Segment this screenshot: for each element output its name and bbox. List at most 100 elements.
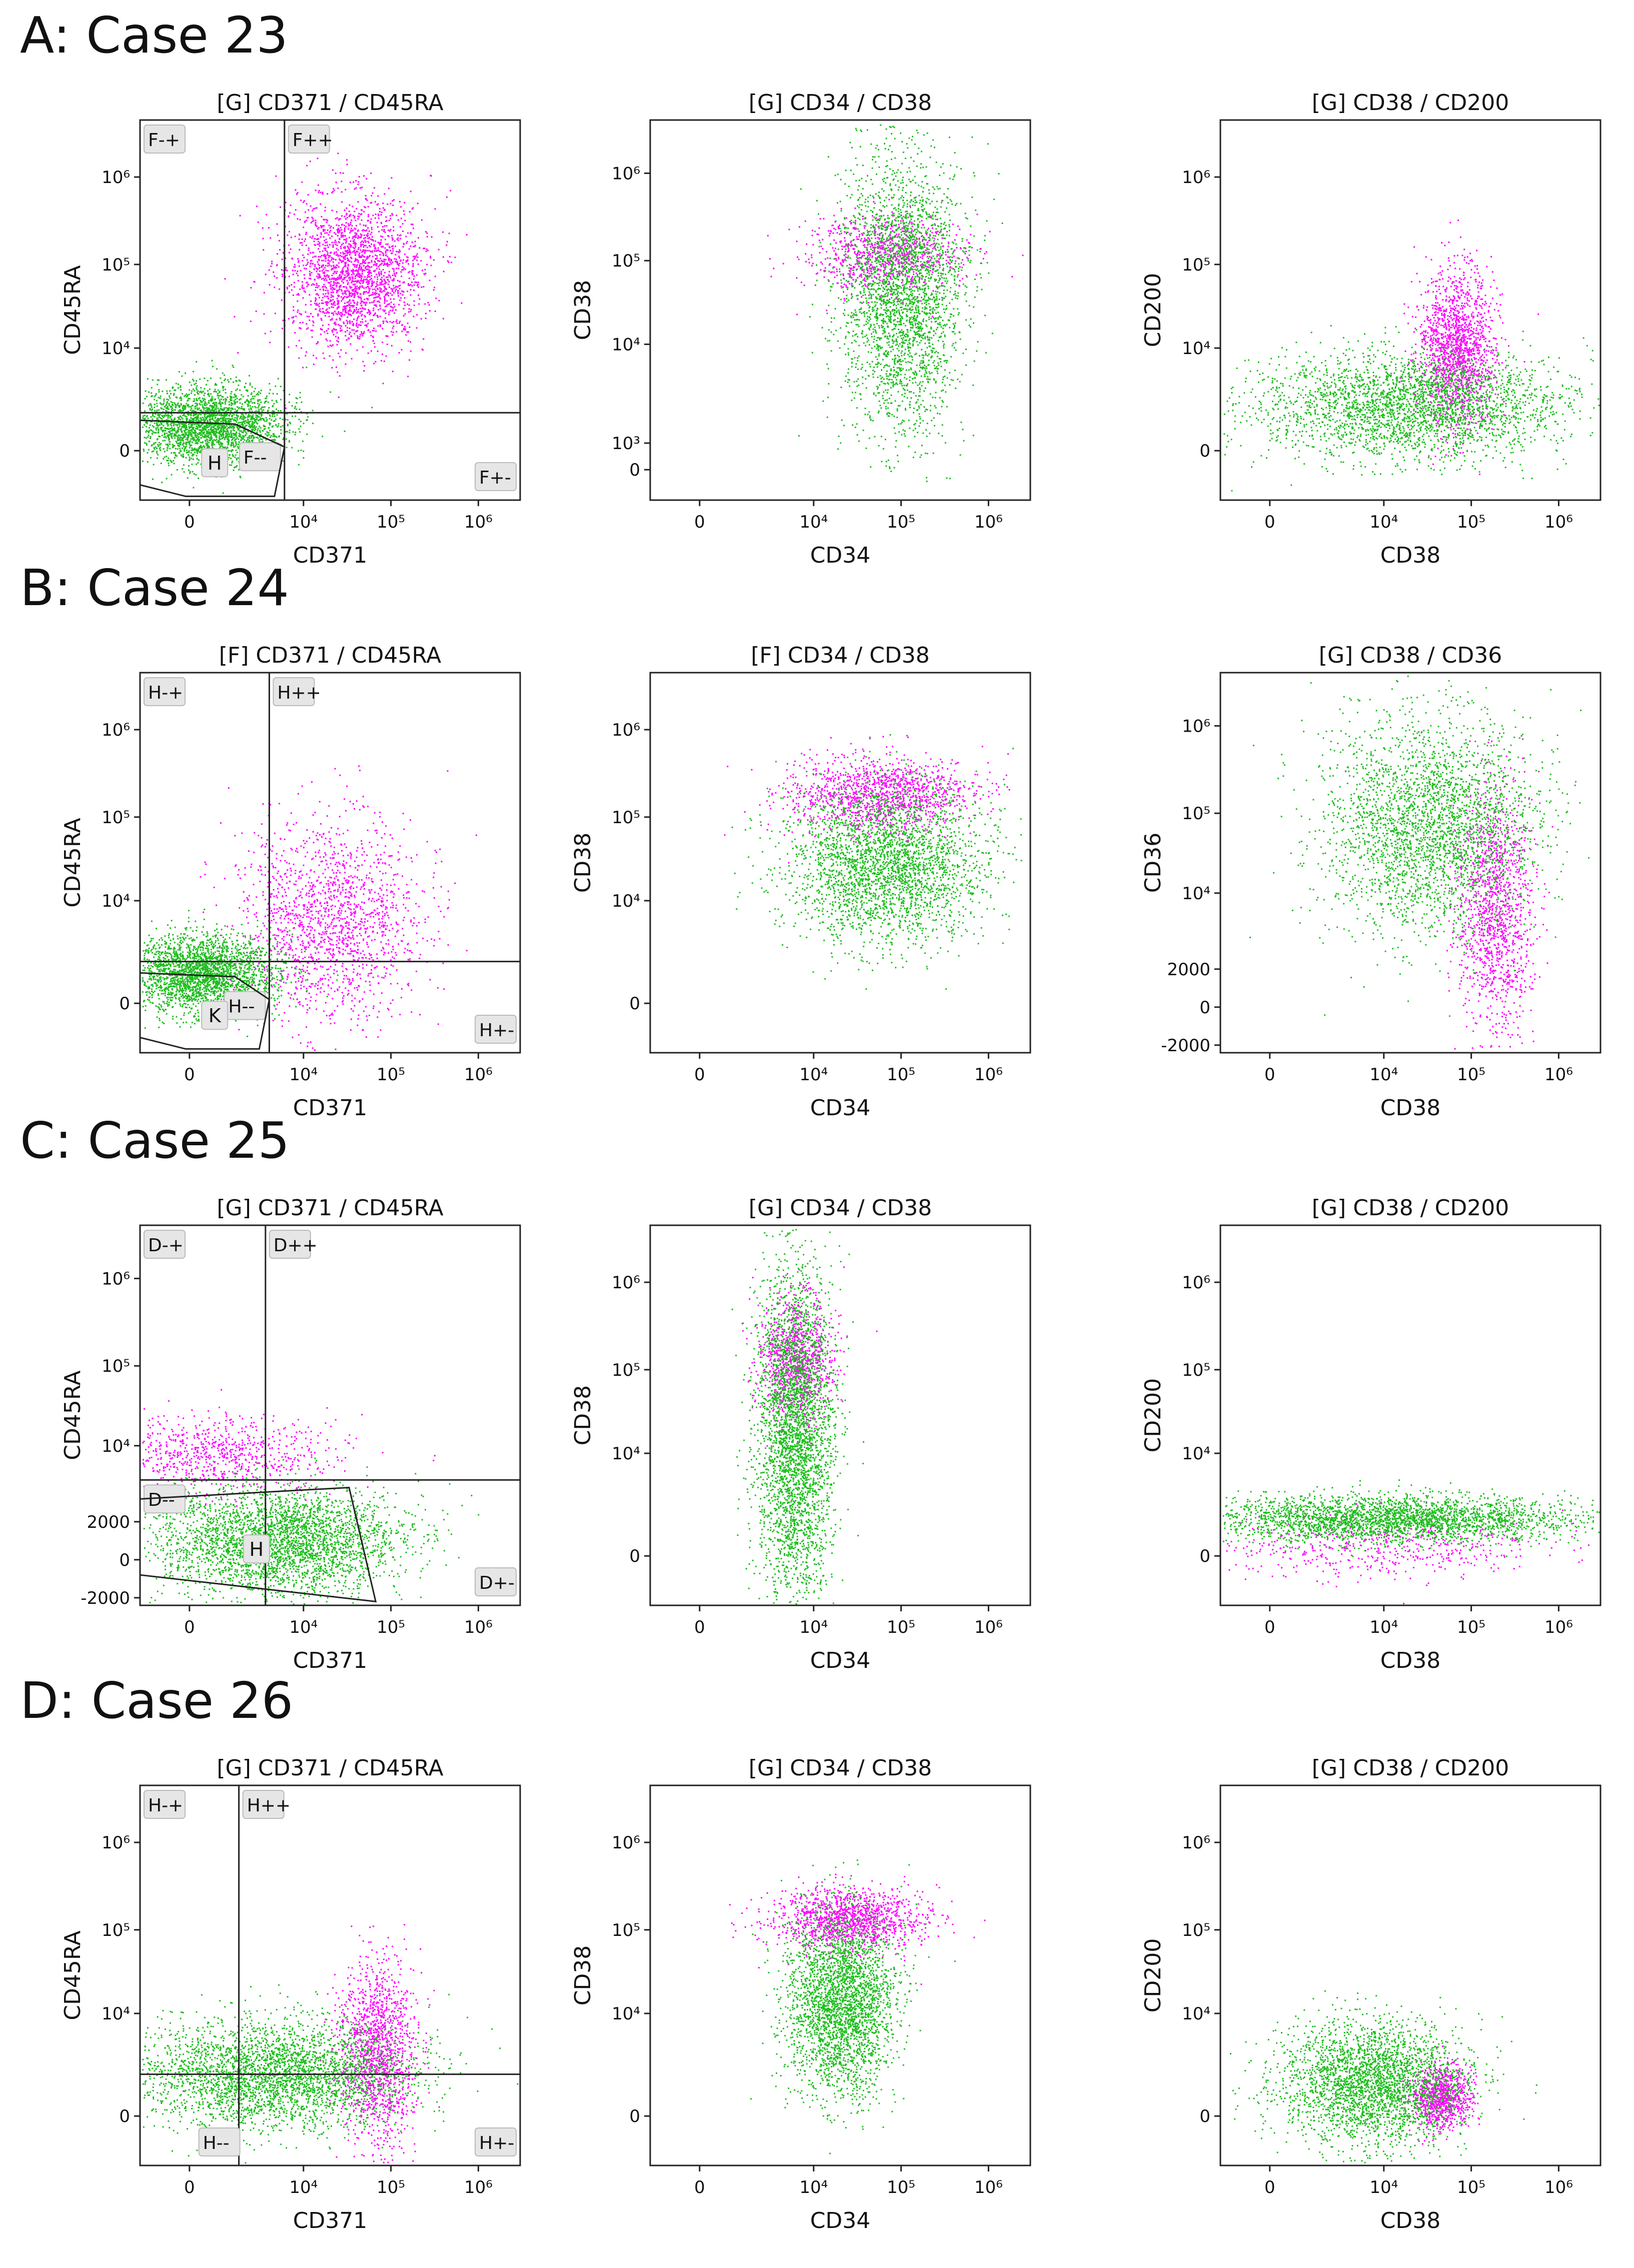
x-axis-label: CD38: [1380, 2208, 1441, 2233]
x-tick-label: 10⁵: [377, 1065, 405, 1085]
x-axis: 0 10⁴ 10⁵ 10⁶: [184, 2165, 493, 2197]
y-tick-label: 0: [1199, 1546, 1210, 1566]
scatter-plot: [G] CD371 / CD45RA 0 10⁴ 10⁵ 10⁶ CD371 0 10⁴ 10⁵…: [60, 90, 521, 568]
x-axis-label: CD34: [810, 2208, 871, 2233]
y-tick-label: 10⁵: [102, 255, 130, 275]
x-tick-label: 0: [1264, 1065, 1275, 1085]
plot-title: [F] CD34 / CD38: [751, 643, 930, 668]
quadrant-label: H+-: [479, 1020, 514, 1041]
x-tick-label: 10⁶: [1544, 1065, 1573, 1085]
population-green: [1249, 675, 1589, 1017]
x-tick-label: 0: [694, 512, 705, 532]
panel-row-4: D: Case 26 [G] CD371 / CD45RA 0 10⁴ 10⁵ 10⁶ CD…: [20, 1671, 1601, 2233]
quadrant-label-box: [475, 1567, 517, 1596]
plot-frame: [649, 1224, 1031, 1606]
x-axis: 0 10⁴ 10⁵ 10⁶: [1264, 1605, 1573, 1637]
y-tick-label: 0: [629, 460, 640, 480]
quadrant-label: F-+: [148, 130, 180, 151]
panel-label: B: Case 24: [20, 559, 289, 617]
x-tick-label: 10⁵: [377, 2177, 405, 2197]
population-green: [143, 1457, 480, 1605]
x-tick-label: 10⁶: [1544, 1617, 1573, 1637]
y-tick-label: 10⁵: [612, 808, 640, 828]
x-tick-label: 10⁴: [799, 2177, 828, 2197]
scatter-plot: [G] CD371 / CD45RA 0 10⁴ 10⁵ 10⁶ CD371 -2000 0 2…: [60, 1195, 521, 1673]
x-axis-label: CD34: [810, 1095, 871, 1121]
x-tick-label: 0: [1264, 2177, 1275, 2197]
panel-row-3: C: Case 25 [G] CD371 / CD45RA 0 10⁴ 10⁵ 10⁶ CD…: [20, 1111, 1601, 1673]
gate-label: H: [208, 452, 222, 474]
quadrant-label-box: [242, 1790, 285, 1819]
y-tick-label: 10⁴: [1182, 2004, 1210, 2024]
scatter-plot: [G] CD371 / CD45RA 0 10⁴ 10⁵ 10⁶ CD371 0 10⁴ 10⁵…: [60, 1755, 521, 2233]
population-green: [731, 1229, 864, 1605]
plot-frame: [649, 119, 1031, 501]
quadrant-label: F+-: [479, 468, 511, 488]
y-axis-label: CD38: [570, 1945, 596, 2006]
x-tick-label: 0: [184, 512, 195, 532]
quadrant-label: H++: [277, 683, 321, 703]
quadrant-label-box: [144, 125, 186, 154]
y-axis: 0 10⁴ 10⁵ 10⁶: [612, 720, 650, 1014]
population-green: [142, 360, 373, 494]
x-tick-label: 0: [1264, 1617, 1275, 1637]
x-tick-label: 10⁶: [464, 1065, 493, 1085]
x-axis: 0 10⁴ 10⁵ 10⁶: [1264, 2165, 1573, 2197]
y-tick-label: 0: [119, 1550, 130, 1570]
polygon-gate: [139, 972, 271, 1050]
scatter-plot: [G] CD38 / CD200 0 10⁴ 10⁵ 10⁶ CD38 0 10⁴ 10⁵ 10⁶…: [1140, 1755, 1601, 2233]
quadrant-gate: H-+ H++ H-- H+-: [140, 1785, 520, 2165]
y-tick-label: 10⁶: [102, 720, 130, 740]
x-tick-label: 10⁶: [1544, 2177, 1573, 2197]
plot-frame: [1219, 1224, 1601, 1606]
x-tick-label: 10⁵: [887, 512, 915, 532]
plot-frame: [139, 1224, 521, 1606]
y-axis: 0 10⁴ 10⁵ 10⁶: [612, 1833, 650, 2126]
figure-rows: A: Case 23 [G] CD371 / CD45RA 0 10⁴ 10⁵ 10⁶ CD…: [20, 6, 1601, 2233]
x-tick-label: 10⁴: [1369, 1617, 1398, 1637]
scatter-points: [1223, 220, 1600, 492]
x-axis: 0 10⁴ 10⁵ 10⁶: [184, 1053, 493, 1085]
scatter-points: [1249, 675, 1589, 1050]
y-tick-label: 10⁶: [1182, 1273, 1210, 1293]
x-tick-label: 10⁴: [799, 1617, 828, 1637]
x-axis: 0 10⁴ 10⁵ 10⁶: [694, 1053, 1003, 1085]
scatter-points: [142, 1389, 480, 1605]
plot-frame: [139, 672, 521, 1054]
x-tick-label: 10⁵: [1457, 1617, 1485, 1637]
quadrant-label-box: [144, 677, 186, 706]
y-tick-label: 10⁶: [102, 1833, 130, 1853]
quadrant-label: H--: [203, 2133, 230, 2153]
plot-title: [G] CD38 / CD36: [1319, 643, 1502, 668]
x-axis-label: CD38: [1380, 1648, 1441, 1673]
x-axis-label: CD38: [1380, 1095, 1441, 1121]
y-tick-label: 10⁶: [612, 1273, 640, 1293]
x-tick-label: 10⁴: [1369, 1065, 1398, 1085]
scatter-points: [142, 1924, 519, 2164]
x-tick-label: 10⁵: [1457, 512, 1485, 532]
y-tick-label: 2000: [87, 1512, 130, 1532]
population-magenta: [729, 1873, 986, 1985]
y-tick-label: 10⁶: [1182, 1833, 1210, 1853]
x-tick-label: 0: [184, 1065, 195, 1085]
x-tick-label: 10⁴: [799, 512, 828, 532]
x-axis: 0 10⁴ 10⁵ 10⁶: [1264, 500, 1573, 532]
y-axis-label: CD45RA: [60, 818, 86, 907]
x-axis: 0 10⁴ 10⁵ 10⁶: [184, 1605, 493, 1637]
x-axis-label: CD371: [293, 2208, 368, 2233]
quadrant-label: H--: [228, 997, 255, 1017]
polygon-gate: [139, 419, 286, 497]
quadrant-label-box: [475, 2127, 517, 2156]
quadrant-label: D++: [274, 1235, 318, 1256]
y-tick-label: 0: [1199, 441, 1210, 461]
x-tick-label: 10⁶: [1544, 512, 1573, 532]
y-tick-label: 0: [1199, 2106, 1210, 2126]
y-tick-label: 0: [1199, 998, 1210, 1018]
x-tick-label: 10⁶: [974, 1617, 1003, 1637]
population-magenta: [742, 1266, 878, 1452]
y-axis: 0 10⁴ 10⁵ 10⁶: [1182, 1273, 1220, 1566]
y-tick-label: 0: [119, 994, 130, 1014]
plot-frame: [139, 1784, 521, 2166]
y-axis-label: CD45RA: [60, 1370, 86, 1460]
y-axis: 0 10⁴ 10⁵ 10⁶: [102, 720, 140, 1014]
